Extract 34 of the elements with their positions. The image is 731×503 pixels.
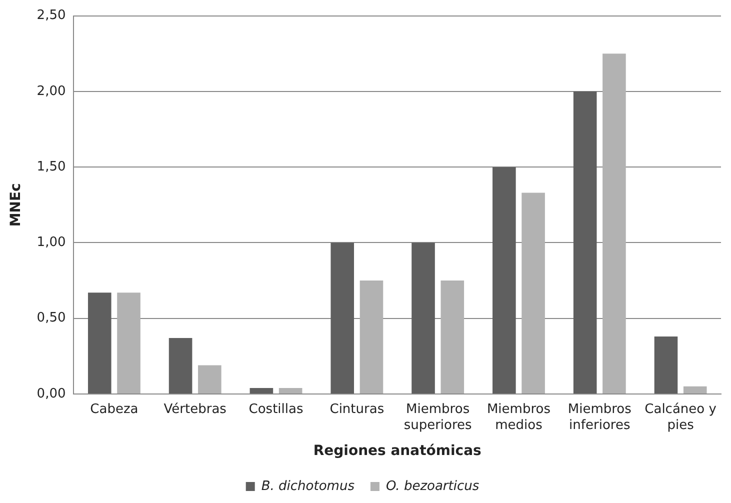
x-tick-label: Calcáneo y pies: [644, 402, 717, 433]
bar: [654, 336, 678, 394]
y-tick-label: 2,00: [36, 84, 66, 99]
x-axis-title: Regiones anatómicas: [313, 443, 482, 460]
legend-label: B. dichotomus: [261, 478, 355, 494]
legend-label: O. bezoarticus: [386, 478, 480, 494]
bar: [330, 242, 354, 394]
bar: [602, 54, 626, 394]
x-tick-label: Costillas: [248, 402, 304, 418]
bar: [412, 242, 435, 394]
x-tick-label: Cinturas: [330, 402, 384, 418]
y-tick-label: 1,00: [36, 235, 66, 250]
x-tick-label: Cabeza: [90, 402, 138, 418]
y-tick-label: 2,50: [36, 8, 66, 24]
bar: [250, 388, 274, 394]
bar: [278, 388, 302, 394]
y-tick-label: 0,00: [36, 386, 66, 402]
bar: [117, 292, 140, 394]
bar: [573, 91, 597, 394]
y-tick-label: 0,50: [36, 310, 66, 326]
bar: [492, 167, 516, 394]
bar: [168, 338, 192, 394]
bar: [522, 192, 545, 394]
bar: [683, 386, 707, 394]
bar: [440, 280, 464, 394]
y-axis-title: MNEc: [8, 183, 24, 227]
x-tick-label: Miembros medios: [486, 402, 551, 433]
x-tick-label: Miembros superiores: [404, 402, 472, 433]
bar: [88, 292, 112, 394]
bar: [360, 280, 384, 394]
x-tick-label: Miembros inferiores: [568, 402, 632, 433]
x-tick-label: Vértebras: [164, 402, 227, 418]
y-tick-label: 1,50: [36, 159, 66, 174]
bar: [198, 365, 222, 394]
